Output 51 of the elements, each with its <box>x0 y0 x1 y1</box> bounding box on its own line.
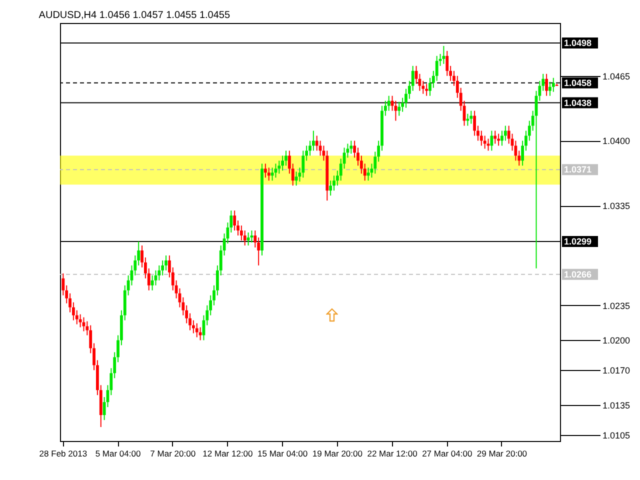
candlestick <box>490 130 494 152</box>
candlestick <box>195 322 198 338</box>
candlestick <box>552 77 555 92</box>
candlestick <box>284 150 288 166</box>
y-tick-label: 1.0335 <box>602 201 630 212</box>
candlestick <box>150 274 154 291</box>
candlestick <box>500 130 504 146</box>
candlestick <box>473 110 476 136</box>
ref-line-label: 1.0299 <box>564 236 592 246</box>
x-tick-label: 19 Mar 20:00 <box>312 448 363 458</box>
x-tick-label: 29 Mar 20:00 <box>476 448 528 458</box>
candlestick <box>315 135 318 152</box>
ref-line-label: 1.0458 <box>564 78 592 88</box>
candlestick <box>394 100 398 122</box>
candlestick <box>233 210 236 232</box>
candlestick <box>548 81 552 96</box>
candlestick <box>442 45 446 64</box>
candlestick <box>545 73 548 96</box>
y-tick-label: 1.0135 <box>602 400 630 411</box>
candlestick <box>480 130 483 146</box>
candlestick <box>267 167 270 182</box>
x-tick-label: 28 Feb 2013 <box>39 448 88 458</box>
ref-line-label: 1.0371 <box>564 164 592 175</box>
x-tick-label: 5 Mar 04:00 <box>95 448 141 458</box>
candlestick <box>78 314 82 328</box>
y-tick-label: 1.0400 <box>602 136 630 146</box>
candlestick <box>504 125 507 142</box>
ref-line-label: 1.0266 <box>564 269 592 280</box>
x-tick-label: 12 Mar 12:00 <box>202 448 254 458</box>
candlestick <box>466 113 470 126</box>
candlestick <box>198 326 202 341</box>
y-tick-label: 1.0235 <box>602 300 630 311</box>
ref-line-label: 1.0438 <box>564 98 592 108</box>
ref-line-label: 1.0498 <box>564 38 592 48</box>
y-tick-label: 1.0105 <box>602 430 630 441</box>
candlestick <box>264 163 267 178</box>
x-tick-label: 15 Mar 04:00 <box>258 448 308 458</box>
candlestick <box>350 140 353 154</box>
y-tick-label: 1.0200 <box>602 336 630 346</box>
candlestick <box>398 101 401 116</box>
x-tick-label: 7 Mar 20:00 <box>150 448 196 458</box>
y-tick-label: 1.0170 <box>602 366 630 376</box>
candlestick <box>312 130 315 152</box>
x-tick-label: 22 Mar 12:00 <box>367 448 418 458</box>
candlestick <box>470 110 473 124</box>
y-tick-label: 1.0465 <box>602 71 630 82</box>
chart-title: AUDUSD,H4 1.0456 1.0457 1.0455 1.0455 <box>38 10 230 21</box>
candlestick <box>425 83 428 96</box>
candlestick <box>494 130 497 144</box>
x-tick-label: 27 Mar 04:00 <box>422 448 472 458</box>
candlestick <box>497 133 500 146</box>
